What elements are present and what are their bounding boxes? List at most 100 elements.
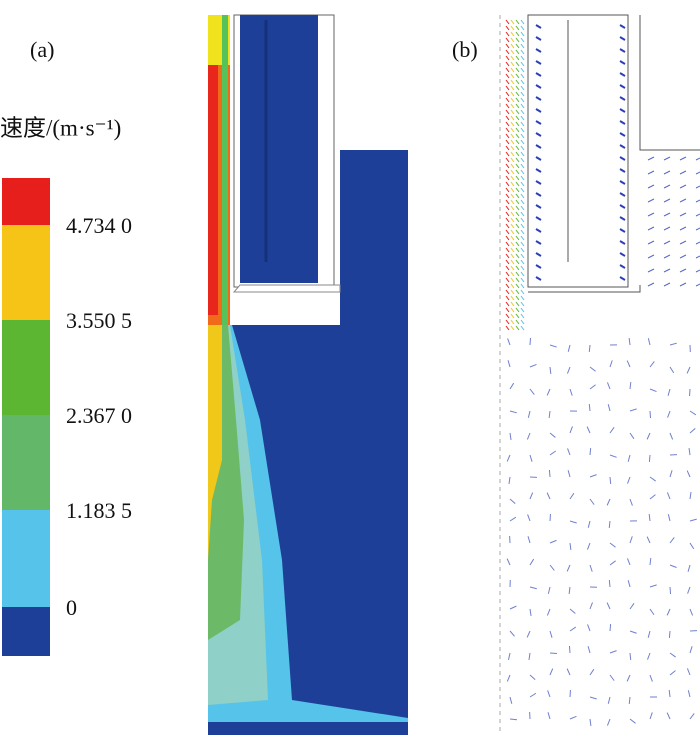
vector	[510, 133, 515, 139]
vector	[695, 213, 700, 217]
vector	[510, 313, 515, 319]
vector	[515, 253, 520, 259]
vector	[663, 282, 671, 287]
vector	[515, 283, 520, 289]
tube-lip	[232, 284, 341, 293]
vector	[649, 361, 655, 368]
vector	[567, 470, 571, 478]
vector	[535, 192, 542, 197]
panel-label: (a)	[30, 37, 54, 62]
vector	[510, 295, 515, 301]
vector	[520, 91, 525, 97]
vector	[505, 55, 510, 61]
vector	[535, 84, 542, 89]
vector	[689, 518, 697, 522]
vector	[679, 240, 687, 245]
vector	[647, 156, 655, 161]
vector	[510, 121, 515, 127]
vector	[510, 139, 515, 145]
vector	[649, 557, 652, 566]
vector	[547, 586, 551, 594]
vector	[619, 84, 626, 89]
vector	[619, 60, 626, 65]
vector	[695, 185, 700, 189]
vector	[549, 668, 554, 676]
vector	[509, 516, 517, 522]
vector	[510, 169, 515, 175]
vector	[515, 55, 520, 61]
vector	[649, 494, 656, 500]
vector	[568, 586, 571, 595]
vector	[535, 60, 542, 65]
vector	[619, 180, 626, 185]
vector	[589, 602, 593, 610]
vector	[510, 307, 515, 313]
vector	[515, 325, 520, 331]
vector	[505, 43, 510, 49]
vector	[520, 193, 525, 199]
vector	[515, 217, 520, 223]
vector	[520, 205, 525, 211]
contour-plot	[208, 14, 408, 735]
vector	[663, 212, 671, 217]
jet-edge	[222, 15, 228, 325]
vector	[520, 169, 525, 175]
colorbar-tick-label: 4.734 0	[66, 213, 132, 238]
vector	[505, 325, 510, 331]
vector	[588, 403, 591, 412]
vector	[515, 181, 520, 187]
vector	[606, 718, 611, 726]
vector	[515, 289, 520, 295]
vector	[589, 447, 592, 456]
vector	[507, 360, 511, 368]
vector	[679, 184, 687, 189]
vector	[506, 558, 511, 566]
vector	[626, 360, 631, 368]
vector	[529, 586, 537, 590]
vector	[649, 584, 657, 588]
vector	[619, 252, 626, 257]
outline	[639, 15, 700, 151]
vector	[520, 241, 525, 247]
vector	[669, 432, 674, 440]
vector	[695, 199, 700, 203]
vector	[549, 432, 556, 438]
vector	[505, 85, 510, 91]
colorbar-segment	[2, 607, 50, 656]
vector	[629, 718, 636, 724]
vector	[510, 187, 515, 193]
vector	[679, 198, 687, 203]
vector	[535, 132, 542, 137]
vector	[515, 187, 520, 193]
vector	[510, 67, 515, 73]
vector	[520, 313, 525, 319]
vector	[686, 366, 691, 374]
vector	[547, 712, 551, 720]
vector	[629, 408, 637, 412]
vector	[515, 199, 520, 205]
vector	[510, 157, 515, 163]
vector	[528, 652, 531, 660]
vector	[606, 382, 611, 390]
vector	[510, 223, 515, 229]
vector	[679, 212, 687, 217]
vector	[510, 289, 515, 295]
vector	[587, 646, 591, 654]
vector	[609, 476, 612, 485]
vector	[669, 670, 676, 676]
vector	[510, 229, 515, 235]
vector	[505, 109, 510, 115]
vector	[549, 630, 553, 638]
vector	[619, 36, 626, 41]
vector	[520, 295, 525, 301]
vector	[549, 539, 557, 544]
vector	[505, 103, 510, 109]
vector	[515, 43, 520, 49]
vector	[619, 72, 626, 77]
colorbar-tick-label: 1.183 5	[66, 498, 132, 523]
vector	[663, 254, 671, 259]
vector	[648, 454, 651, 463]
vector	[666, 712, 671, 720]
vector	[515, 109, 520, 115]
